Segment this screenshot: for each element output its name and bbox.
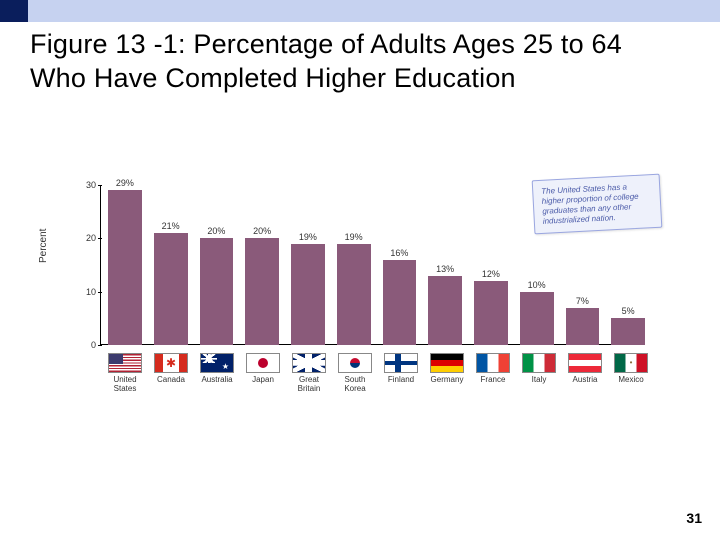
bar-column: 16% (383, 185, 417, 345)
bar (200, 238, 234, 345)
x-tick: Australia (200, 353, 234, 394)
bar-column: 20% (200, 185, 234, 345)
bar-column: 5% (611, 185, 645, 345)
bar-value-label: 12% (482, 269, 500, 279)
accent-bar (0, 0, 720, 22)
mx-flag-icon (614, 353, 648, 373)
bar-column: 7% (566, 185, 600, 345)
x-tick: South Korea (338, 353, 372, 394)
country-label: Finland (388, 376, 414, 385)
bar (154, 233, 188, 345)
bar-column: 13% (428, 185, 462, 345)
page-number: 31 (686, 510, 702, 526)
bar-column: 12% (474, 185, 508, 345)
bar (428, 276, 462, 345)
bar (337, 244, 371, 345)
x-tick: Austria (568, 353, 602, 394)
y-tick: 0 (78, 340, 96, 350)
bar (566, 308, 600, 345)
bar-value-label: 21% (162, 221, 180, 231)
bar (611, 318, 645, 345)
x-tick: Italy (522, 353, 556, 394)
bar-value-label: 5% (622, 306, 635, 316)
country-label: Germany (431, 376, 464, 385)
x-tick: Canada (154, 353, 188, 394)
bar-value-label: 19% (345, 232, 363, 242)
de-flag-icon (430, 353, 464, 373)
bar-value-label: 7% (576, 296, 589, 306)
us-flag-icon (108, 353, 142, 373)
country-label: Mexico (618, 376, 643, 385)
y-tick: 20 (78, 233, 96, 243)
x-tick: Finland (384, 353, 418, 394)
x-tick: Germany (430, 353, 464, 394)
at-flag-icon (568, 353, 602, 373)
bar-column: 21% (154, 185, 188, 345)
country-label: United States (113, 376, 136, 394)
bar-value-label: 20% (253, 226, 271, 236)
bar (108, 190, 142, 345)
figure-title: Figure 13 -1: Percentage of Adults Ages … (30, 28, 670, 96)
kr-flag-icon (338, 353, 372, 373)
bar-column: 20% (245, 185, 279, 345)
country-label: Canada (157, 376, 185, 385)
y-axis (100, 185, 101, 345)
bar (245, 238, 279, 345)
country-label: France (481, 376, 506, 385)
bar-column: 10% (520, 185, 554, 345)
bar-value-label: 10% (528, 280, 546, 290)
x-tick: United States (108, 353, 142, 394)
country-label: Japan (252, 376, 274, 385)
bar-value-label: 19% (299, 232, 317, 242)
bars-group: 29% 21% 20% 20% 19% 19% 16% 13% 12% 10% 7% 5% (108, 185, 645, 345)
bar-value-label: 13% (436, 264, 454, 274)
bar (383, 260, 417, 345)
bar-value-label: 16% (390, 248, 408, 258)
bar-column: 19% (337, 185, 371, 345)
bar-column: 19% (291, 185, 325, 345)
x-tick: Mexico (614, 353, 648, 394)
bar-value-label: 29% (116, 178, 134, 188)
au-flag-icon (200, 353, 234, 373)
bar-value-label: 20% (207, 226, 225, 236)
bar-column: 29% (108, 185, 142, 345)
country-label: Italy (532, 376, 547, 385)
fi-flag-icon (384, 353, 418, 373)
plot-area: 0102030 29%21%20%20%19%19%16%13%12%10%7%… (100, 185, 645, 345)
bar (520, 292, 554, 345)
gb-flag-icon (292, 353, 326, 373)
it-flag-icon (522, 353, 556, 373)
x-tick: France (476, 353, 510, 394)
y-tick: 30 (78, 180, 96, 190)
x-axis-labels: United States Canada Australia Japan Great B… (108, 353, 645, 394)
ca-flag-icon (154, 353, 188, 373)
country-label: Great Britain (298, 376, 321, 394)
x-tick: Great Britain (292, 353, 326, 394)
country-label: South Korea (344, 376, 365, 394)
country-label: Australia (201, 376, 232, 385)
y-axis-label: Percent (38, 229, 49, 263)
fr-flag-icon (476, 353, 510, 373)
y-tick: 10 (78, 287, 96, 297)
x-tick: Japan (246, 353, 280, 394)
jp-flag-icon (246, 353, 280, 373)
bar (474, 281, 508, 345)
country-label: Austria (573, 376, 598, 385)
bar (291, 244, 325, 345)
bar-chart: The United States has a higher proportio… (80, 185, 665, 445)
